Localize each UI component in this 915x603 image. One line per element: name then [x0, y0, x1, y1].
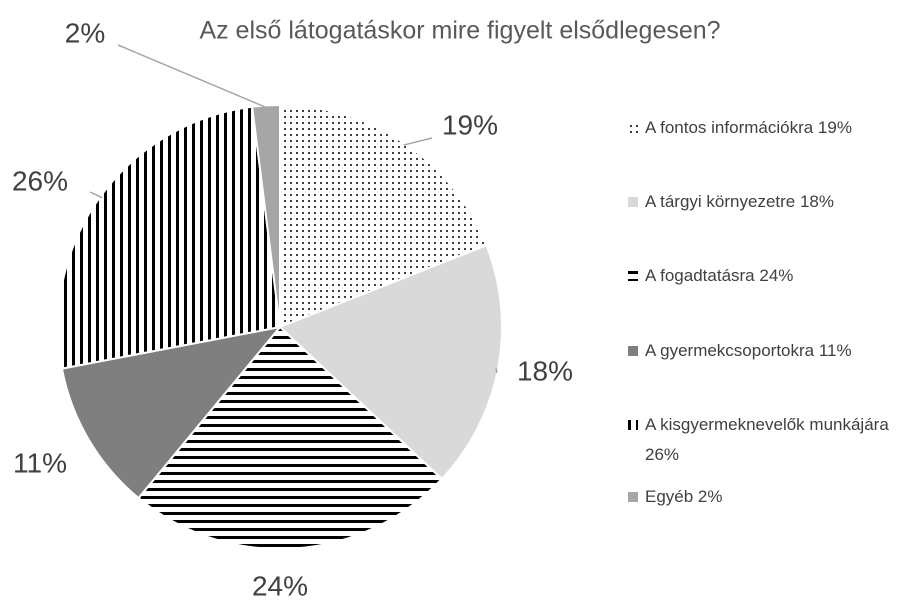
- legend-item: A gyermekcsoportokra 11%: [628, 336, 908, 366]
- legend-item: Egyéb 2%: [628, 482, 908, 512]
- data-label: 26%: [12, 165, 68, 196]
- leader-line: [495, 368, 498, 374]
- pie-slice: [279, 103, 488, 329]
- legend-label: A kisgyermeknevelők munkájára 26%: [645, 415, 889, 464]
- pie-slice: [278, 243, 503, 481]
- legend-item: A fogadtatásra 24%: [628, 261, 908, 291]
- leader-line: [403, 137, 433, 146]
- legend-label: Egyéb 2%: [645, 487, 723, 506]
- data-label: 18%: [517, 355, 573, 386]
- legend-swatch: [628, 492, 638, 502]
- legend-swatch: [628, 271, 638, 281]
- data-label: 24%: [252, 570, 308, 601]
- legend-label: A fogadtatásra 24%: [645, 266, 794, 285]
- leader-line: [117, 44, 267, 109]
- legend-swatch: [628, 123, 638, 133]
- legend-item: A kisgyermeknevelők munkájára 26%: [628, 410, 908, 470]
- legend-item: A tárgyi környezetre 18%: [628, 187, 908, 217]
- pie-slice: [251, 103, 281, 328]
- data-label: 11%: [13, 447, 67, 478]
- legend-swatch: [628, 420, 638, 430]
- chart-title: Az első látogatáskor mire figyelt elsődl…: [199, 17, 720, 45]
- data-label: 2%: [65, 17, 105, 48]
- legend-label: A tárgyi környezetre 18%: [645, 192, 834, 211]
- legend-swatch: [628, 346, 638, 356]
- data-label: 19%: [442, 109, 498, 140]
- pie-slice: [57, 105, 282, 370]
- pie-slice: [60, 325, 283, 500]
- leader-line: [89, 191, 103, 199]
- legend-item: A fontos információkra 19%: [628, 113, 908, 143]
- legend-label: A fontos információkra 19%: [645, 118, 852, 137]
- legend-label: A gyermekcsoportokra 11%: [645, 341, 852, 360]
- pie-slice: [137, 325, 444, 550]
- legend-swatch: [628, 197, 638, 207]
